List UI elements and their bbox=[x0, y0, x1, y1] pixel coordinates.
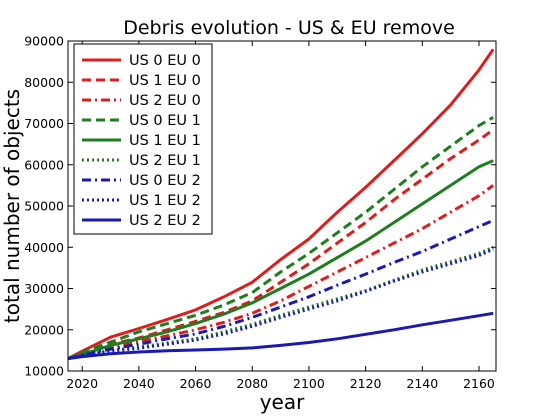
legend: US 0 EU 0 US 1 EU 0 US 2 EU 0 US 0 EU 1 US 1… bbox=[73, 43, 213, 235]
legend-label-6: US 0 EU 2 bbox=[129, 173, 201, 189]
legend-label-4: US 1 EU 1 bbox=[129, 133, 201, 149]
x-tick-label-4: 2100 bbox=[293, 376, 325, 391]
y-tick-label-8: 90000 bbox=[24, 34, 64, 49]
series-line-5 bbox=[67, 245, 494, 361]
x-tick-label-5: 2120 bbox=[350, 376, 382, 391]
tick-layer: 2020 2040 2060 2080 2100 2120 2140 2160 10000 200… bbox=[24, 34, 496, 391]
series-line-7 bbox=[67, 247, 494, 361]
series-line-3 bbox=[67, 116, 494, 360]
chart-title: Debris evolution - US & EU remove bbox=[123, 17, 455, 39]
y-tick-label-2: 30000 bbox=[24, 281, 64, 296]
legend-label-7: US 1 EU 2 bbox=[129, 193, 201, 209]
y-tick-label-1: 20000 bbox=[24, 322, 64, 337]
y-tick-label-7: 80000 bbox=[24, 75, 64, 90]
y-tick-label-3: 40000 bbox=[24, 240, 64, 255]
legend-label-5: US 2 EU 1 bbox=[129, 153, 201, 169]
x-tick-label-6: 2140 bbox=[406, 376, 438, 391]
series-line-6 bbox=[67, 219, 494, 361]
legend-label-8: US 2 EU 2 bbox=[129, 213, 201, 229]
y-axis-label: total number of objects bbox=[0, 89, 24, 323]
legend-label-2: US 2 EU 0 bbox=[129, 93, 201, 109]
y-tick-label-0: 10000 bbox=[24, 364, 64, 379]
x-tick-label-1: 2040 bbox=[123, 376, 155, 391]
series-line-8 bbox=[67, 311, 494, 361]
y-tick-label-6: 70000 bbox=[24, 116, 64, 131]
legend-label-1: US 1 EU 0 bbox=[129, 73, 201, 89]
x-tick-label-2: 2060 bbox=[180, 376, 212, 391]
x-tick-label-7: 2160 bbox=[463, 376, 495, 391]
series-line-0 bbox=[67, 48, 495, 360]
series-line-4 bbox=[67, 159, 494, 361]
y-tick-label-5: 60000 bbox=[24, 157, 64, 172]
x-tick-label-0: 2020 bbox=[66, 376, 98, 391]
y-tick-label-4: 50000 bbox=[24, 199, 64, 214]
series-line-2 bbox=[67, 184, 495, 361]
legend-label-0: US 0 EU 0 bbox=[129, 53, 201, 69]
series-layer bbox=[67, 48, 495, 361]
x-axis-label: year bbox=[260, 390, 305, 414]
x-tick-label-3: 2080 bbox=[236, 376, 268, 391]
legend-label-3: US 0 EU 1 bbox=[129, 113, 201, 129]
